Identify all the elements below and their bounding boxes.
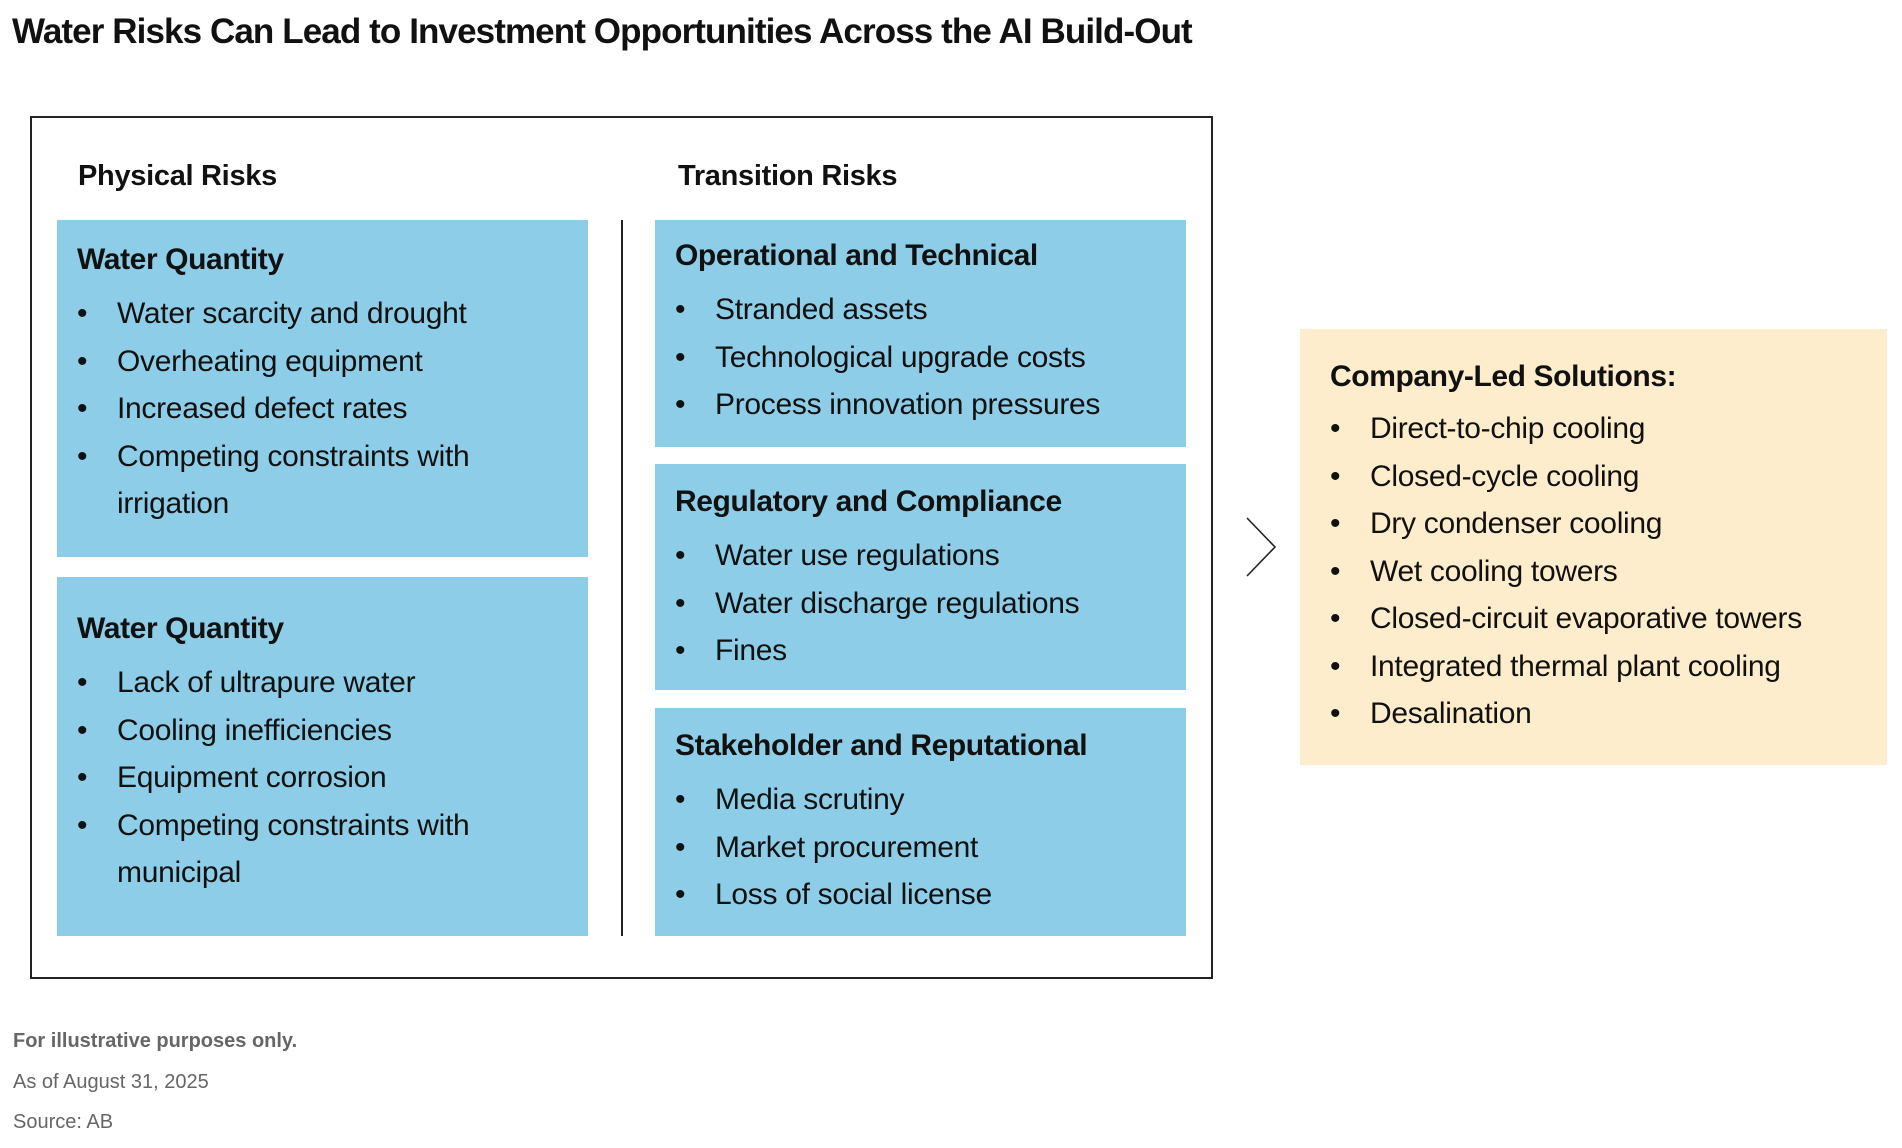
risks-frame xyxy=(30,116,1213,979)
list-item-text: Technological upgrade costs xyxy=(715,340,1086,374)
list-item-text: Stranded assets xyxy=(715,293,928,326)
list-item: • Increased defect rates xyxy=(77,385,568,433)
bullet-icon: • xyxy=(77,344,88,378)
risk-list: • Lack of ultrapure water • Cooling ineffic… xyxy=(77,659,568,897)
bullet-icon: • xyxy=(1330,507,1341,540)
bullet-icon: • xyxy=(675,830,686,864)
bullet-icon: • xyxy=(1330,649,1341,683)
bullet-icon: • xyxy=(77,439,88,473)
list-item: • Closed-cycle cooling xyxy=(1330,453,1857,501)
bullet-icon: • xyxy=(675,388,686,421)
list-item: • Competing constraints with municipal xyxy=(77,802,568,897)
list-item: • Direct-to-chip cooling xyxy=(1330,405,1857,453)
list-item-text: Dry condenser cooling xyxy=(1370,507,1663,540)
bullet-icon: • xyxy=(77,761,88,794)
risk-list: • Water scarcity and drought • Overheating … xyxy=(77,290,568,528)
card-title: Regulatory and Compliance xyxy=(675,485,1062,518)
list-item-text: Equipment corrosion xyxy=(117,761,387,794)
physical-risks-heading: Physical Risks xyxy=(78,160,277,192)
bullet-icon: • xyxy=(675,586,686,620)
list-item: • Closed-circuit evaporative towers xyxy=(1330,595,1857,643)
footer-note: For illustrative purposes only. xyxy=(13,1030,298,1052)
list-item-text: Water scarcity and drought xyxy=(117,297,467,330)
footer-source: Source: AB xyxy=(13,1111,114,1133)
bullet-icon: • xyxy=(675,293,686,326)
list-item: • Loss of social license xyxy=(675,871,1166,919)
transition-risks-heading: Transition Risks xyxy=(678,160,898,192)
bullet-icon: • xyxy=(675,340,686,374)
footer-date: As of August 31, 2025 xyxy=(13,1071,209,1093)
list-item-text: Market procurement xyxy=(715,830,979,864)
bullet-icon: • xyxy=(675,878,686,911)
list-item-text: Closed-circuit evaporative towers xyxy=(1370,602,1802,635)
list-item: • Water scarcity and drought xyxy=(77,290,568,338)
list-item-text: Loss of social license xyxy=(715,878,992,911)
list-item-text: Water discharge regulations xyxy=(715,586,1080,620)
list-item-text: Cooling inefficiencies xyxy=(117,713,392,747)
list-item-text: Wet cooling towers xyxy=(1370,554,1618,588)
list-item: • Process innovation pressures xyxy=(675,381,1166,429)
list-item-text: Competing constraints with irrigation xyxy=(117,439,470,521)
bullet-icon: • xyxy=(1330,459,1341,493)
list-item-text: Water use regulations xyxy=(715,539,1000,572)
bullet-icon: • xyxy=(77,713,88,747)
list-item: • Lack of ultrapure water xyxy=(77,659,568,707)
list-item: • Competing constraints with irrigation xyxy=(77,433,568,528)
bullet-icon: • xyxy=(1330,412,1341,445)
card-title: Stakeholder and Reputational xyxy=(675,729,1088,762)
list-item: • Integrated thermal plant cooling xyxy=(1330,643,1857,691)
physical-card-1: Water Quantity • Water scarcity and drough… xyxy=(57,220,588,557)
bullet-icon: • xyxy=(675,634,686,667)
bullet-icon: • xyxy=(77,808,88,842)
solutions-list: • Direct-to-chip cooling • Closed-cycle coo… xyxy=(1330,405,1857,738)
risk-list: • Water use regulations • Water discharge r… xyxy=(675,532,1166,675)
list-item: • Water discharge regulations xyxy=(675,580,1166,628)
solutions-title: Company-Led Solutions: xyxy=(1330,360,1677,393)
list-item: • Water use regulations xyxy=(675,532,1166,580)
bullet-icon: • xyxy=(1330,602,1341,635)
list-item: • Cooling inefficiencies xyxy=(77,707,568,755)
list-item-text: Fines xyxy=(715,634,787,667)
list-item: • Desalination xyxy=(1330,690,1857,738)
list-item: • Equipment corrosion xyxy=(77,754,568,802)
card-title: Water Quantity xyxy=(77,612,284,645)
bullet-icon: • xyxy=(77,297,88,330)
column-divider xyxy=(621,220,623,936)
bullet-icon: • xyxy=(77,666,88,699)
card-title: Water Quantity xyxy=(77,243,284,276)
risk-list: • Stranded assets • Technological upgrade c… xyxy=(675,286,1166,429)
list-item: • Market procurement xyxy=(675,824,1166,872)
list-item-text: Closed-cycle cooling xyxy=(1370,459,1640,493)
list-item-text: Increased defect rates xyxy=(117,392,408,425)
bullet-icon: • xyxy=(675,783,686,816)
list-item-text: Desalination xyxy=(1370,697,1532,730)
bullet-icon: • xyxy=(675,539,686,572)
bullet-icon: • xyxy=(77,392,88,425)
transition-card-operational: Operational and Technical • Stranded asset… xyxy=(655,220,1186,447)
list-item: • Dry condenser cooling xyxy=(1330,500,1857,548)
bullet-icon: • xyxy=(1330,554,1341,588)
list-item: • Media scrutiny xyxy=(675,776,1166,824)
bullet-icon: • xyxy=(1330,697,1341,730)
list-item-text: Direct-to-chip cooling xyxy=(1370,412,1646,445)
list-item: • Wet cooling towers xyxy=(1330,548,1857,596)
list-item: • Overheating equipment xyxy=(77,338,568,386)
card-title: Operational and Technical xyxy=(675,239,1038,272)
list-item-text: Process innovation pressures xyxy=(715,388,1101,421)
page-title: Water Risks Can Lead to Investment Oppor… xyxy=(12,12,1193,51)
list-item-text: Media scrutiny xyxy=(715,783,905,816)
chevron-right-icon xyxy=(1246,517,1277,577)
transition-card-regulatory: Regulatory and Compliance • Water use regu… xyxy=(655,464,1186,690)
list-item: • Fines xyxy=(675,627,1166,675)
transition-card-stakeholder: Stakeholder and Reputational • Media scrut… xyxy=(655,708,1186,936)
physical-card-2: Water Quantity • Lack of ultrapure water • C… xyxy=(57,577,588,936)
list-item-text: Competing constraints with municipal xyxy=(117,808,470,890)
list-item-text: Overheating equipment xyxy=(117,344,423,378)
risk-list: • Media scrutiny • Market procurement • Loss … xyxy=(675,776,1166,919)
solutions-card: Company-Led Solutions: • Direct-to-chip c… xyxy=(1300,329,1887,765)
list-item-text: Lack of ultrapure water xyxy=(117,666,416,699)
list-item-text: Integrated thermal plant cooling xyxy=(1370,649,1781,683)
list-item: • Technological upgrade costs xyxy=(675,334,1166,382)
list-item: • Stranded assets xyxy=(675,286,1166,334)
